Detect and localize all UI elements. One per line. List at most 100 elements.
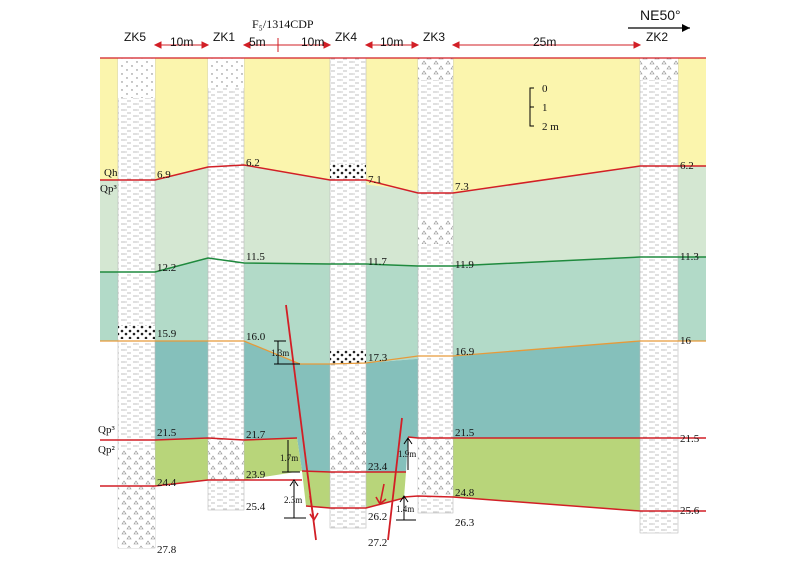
depth-labels-zk2: 6.2 11.3 16 21.5 25.6 bbox=[680, 160, 700, 517]
offset-marker bbox=[274, 340, 300, 365]
depth-label: 21.5 bbox=[680, 433, 700, 445]
boundary-orange bbox=[100, 340, 706, 365]
offset-labels: 1.3m 1.7m 2.3m 1.9m 1.4m bbox=[271, 348, 416, 514]
lithology-gravel bbox=[330, 164, 366, 178]
depth-label: 11.5 bbox=[246, 251, 265, 263]
depth-label: 21.5 bbox=[157, 427, 177, 439]
depth-label: 24.8 bbox=[455, 487, 475, 499]
scale-bar: 0 1 2 m bbox=[529, 83, 559, 133]
layer-qp3-upper bbox=[100, 165, 706, 272]
offset-label: 1.7m bbox=[280, 453, 298, 463]
depth-label: 25.4 bbox=[246, 501, 266, 513]
depth-label: 15.9 bbox=[157, 328, 177, 340]
borehole-label: ZK5 bbox=[124, 30, 146, 44]
depth-label: 26.3 bbox=[455, 517, 475, 529]
lithology-sand bbox=[208, 58, 244, 88]
depth-label: 27.2 bbox=[368, 537, 387, 549]
strata-label: Qh bbox=[104, 167, 118, 179]
spacing-label: 10m bbox=[380, 35, 403, 49]
depth-label: 17.3 bbox=[368, 352, 388, 364]
borehole-column-zk3 bbox=[417, 57, 454, 514]
faults bbox=[285, 304, 403, 541]
borehole-column-zk1 bbox=[207, 57, 245, 511]
boundary-green bbox=[100, 256, 706, 273]
borehole-columns bbox=[117, 57, 679, 549]
depth-label: 7.3 bbox=[455, 181, 469, 193]
depth-label: 23.9 bbox=[246, 469, 266, 481]
depth-label: 6.2 bbox=[680, 160, 694, 172]
fault-arrow-left bbox=[309, 495, 319, 522]
boundary-qh-base bbox=[100, 164, 706, 194]
lithology-breccia bbox=[418, 440, 453, 496]
strata-layers bbox=[100, 58, 706, 511]
boundary-qp2-base-left bbox=[100, 479, 302, 487]
borehole-label: ZK3 bbox=[423, 30, 445, 44]
fault-arrow-right bbox=[375, 483, 387, 506]
strata-label: Qp² bbox=[98, 444, 115, 456]
direction-label: NE50° bbox=[640, 7, 681, 23]
offset-label: 2.3m bbox=[284, 495, 302, 505]
depth-labels-zk3: 7.3 11.9 16.9 21.5 24.8 26.3 bbox=[455, 181, 475, 529]
lithology-breccia bbox=[418, 58, 453, 80]
depth-label: 27.8 bbox=[157, 544, 177, 556]
borehole-column-zk2 bbox=[639, 57, 679, 534]
depth-label: 25.6 bbox=[680, 505, 700, 517]
depth-labels-zk1: 6.2 11.5 16.0 21.7 23.9 25.4 bbox=[246, 157, 266, 513]
boundary-qp3-base-mid bbox=[301, 470, 406, 473]
boundary-qp3-base-left bbox=[100, 437, 298, 441]
lithology-sand bbox=[118, 58, 155, 98]
strata-labels: Qh Qp³ Qp³ Qp² bbox=[98, 167, 118, 456]
depth-label: 6.2 bbox=[246, 157, 260, 169]
spacing-label: 10m bbox=[301, 35, 324, 49]
depth-label: 21.7 bbox=[246, 429, 266, 441]
depth-label: 21.5 bbox=[455, 427, 475, 439]
boundary-lines bbox=[100, 164, 706, 512]
offset-marker bbox=[282, 440, 300, 473]
scale-label: 1 bbox=[542, 102, 548, 114]
lithology-breccia bbox=[118, 486, 155, 548]
depth-label: 24.4 bbox=[157, 477, 177, 489]
depth-label: 16.9 bbox=[455, 346, 475, 358]
fault-line-right bbox=[387, 417, 403, 541]
direction-arrow-icon bbox=[628, 24, 690, 32]
depth-label: 23.4 bbox=[368, 461, 388, 473]
lithology-breccia bbox=[330, 430, 366, 470]
borehole-label: ZK4 bbox=[335, 30, 357, 44]
lithology-breccia bbox=[208, 440, 244, 480]
depth-label: 12.2 bbox=[157, 262, 176, 274]
boundary-qp2-base-mid bbox=[305, 497, 405, 509]
lithology-breccia bbox=[640, 58, 678, 80]
spacing-label: 5m bbox=[249, 35, 266, 49]
depth-label: 11.7 bbox=[368, 256, 387, 268]
boundary-qp2-base-right bbox=[403, 495, 706, 512]
borehole-label: ZK2 bbox=[646, 30, 668, 44]
borehole-label: ZK1 bbox=[213, 30, 235, 44]
spacing-dimensions bbox=[153, 38, 642, 52]
offset-label: 1.4m bbox=[396, 504, 414, 514]
layer-qp3-lower bbox=[155, 341, 640, 472]
depth-label: 11.3 bbox=[680, 251, 699, 263]
depth-label: 16.0 bbox=[246, 331, 266, 343]
strata-label: Qp³ bbox=[100, 183, 117, 195]
layer-qh bbox=[100, 58, 706, 193]
offset-marker bbox=[396, 495, 416, 521]
spacing-labels: 10m 5m 10m 10m 25m bbox=[170, 35, 556, 49]
strata-label: Qp³ bbox=[98, 424, 115, 436]
offset-marker bbox=[284, 479, 306, 519]
lithology-gravel bbox=[330, 350, 366, 364]
depth-label: 26.2 bbox=[368, 511, 387, 523]
fault-title: F₅/1314CDP bbox=[252, 17, 314, 31]
spacing-label: 10m bbox=[170, 35, 193, 49]
offset-label: 1.9m bbox=[398, 449, 416, 459]
layer-qp2-right bbox=[418, 438, 640, 511]
depth-label: 11.9 bbox=[455, 259, 474, 271]
offset-label: 1.3m bbox=[271, 348, 289, 358]
depth-label: 7.1 bbox=[368, 174, 382, 186]
lithology-breccia bbox=[118, 450, 155, 486]
depth-label: 16 bbox=[680, 335, 692, 347]
scale-label: 0 bbox=[542, 83, 548, 95]
depth-label: 6.9 bbox=[157, 169, 171, 181]
layer-qp3-middle bbox=[100, 257, 706, 364]
lithology-breccia bbox=[418, 220, 453, 244]
